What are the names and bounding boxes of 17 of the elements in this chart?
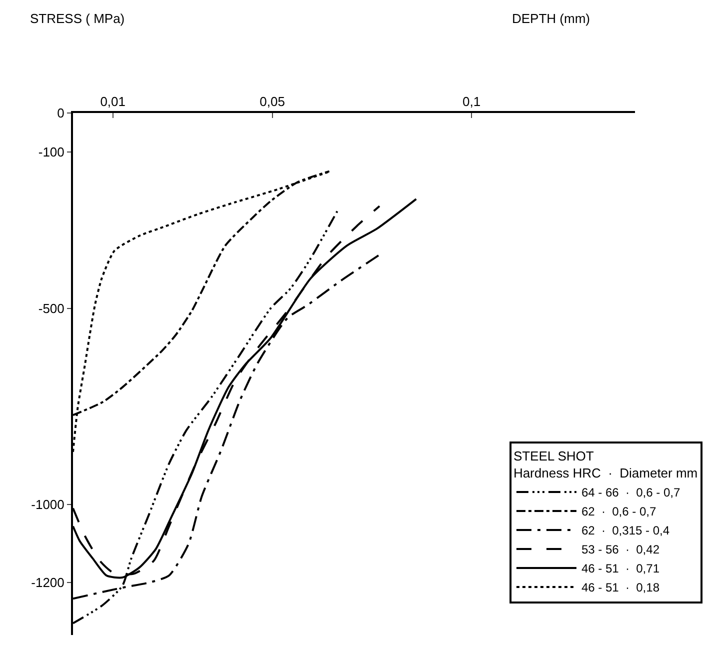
text: DEPTH (mm) (512, 11, 590, 26)
y-tick-label: -1200 (31, 575, 64, 590)
y-tick-label: -100 (38, 144, 64, 160)
legend-label: 46 - 51 · 0,18 (581, 580, 660, 595)
x-tick-label: 0,1 (462, 94, 481, 109)
x-tick-label: 0,05 (260, 94, 285, 109)
legend-label: 64 - 66 · 0,6 - 0,7 (581, 486, 680, 500)
legend-title: STEEL SHOT Hardness HRC · Diameter mm (513, 448, 698, 480)
y-tick-label: 0 (57, 106, 64, 121)
legend-label: 46 - 51 · 0,71 (581, 562, 660, 576)
text: STRESS ( MPa) (30, 11, 125, 26)
legend-label: 62 · 0,315 - 0,4 (581, 524, 670, 538)
legend-label: 53 - 56 · 0,42 (581, 542, 660, 557)
y-tick-label: -500 (38, 301, 64, 316)
x-tick-label: 0,01 (100, 94, 126, 109)
y-tick-label: -1000 (31, 496, 64, 512)
legend-label: 62 · 0,6 - 0,7 (581, 504, 656, 519)
